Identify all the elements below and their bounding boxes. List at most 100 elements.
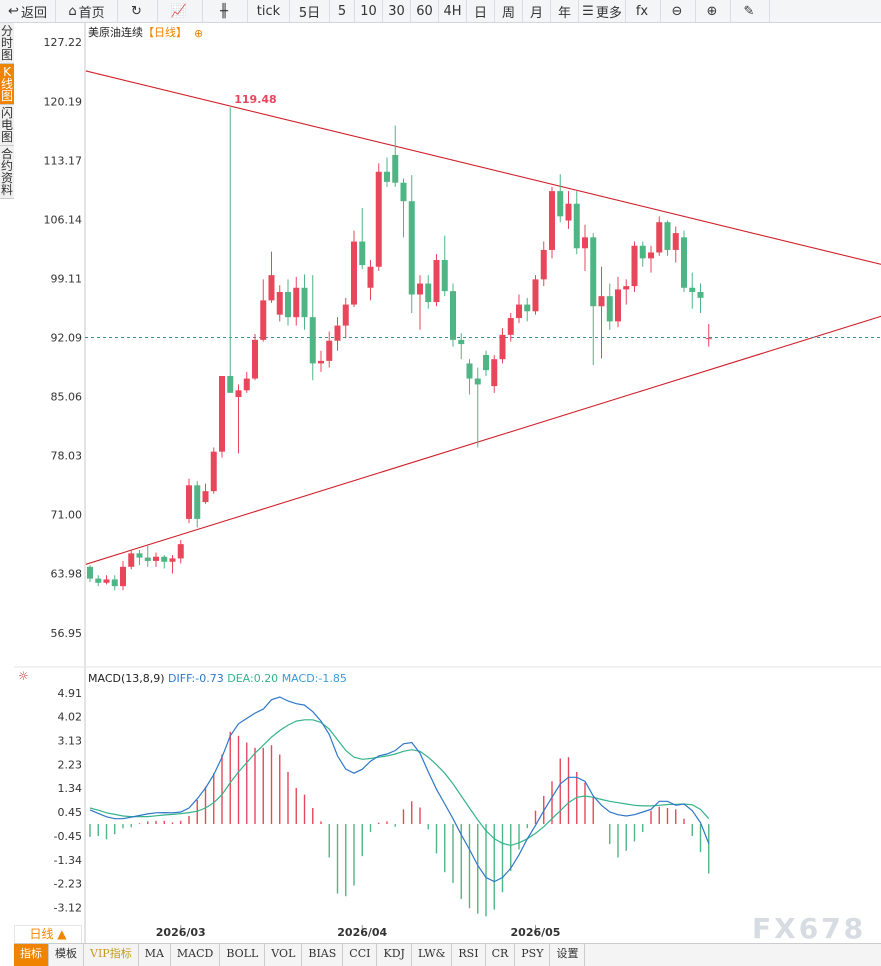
indicator-tab-14[interactable]: 设置: [550, 944, 586, 966]
y-tick-label: 56.95: [51, 627, 83, 640]
indicator-tabs: 指标 模板 VIP指标 MA MACD BOLL VOL BIAS CCI KDJ LW& RSI CR…: [14, 943, 881, 966]
toolbar-button-14[interactable]: 月: [523, 0, 551, 22]
toolbar-button-6[interactable]: 5日: [290, 0, 330, 22]
candle: [235, 384, 242, 454]
period-selector[interactable]: 日线 ▲: [14, 925, 82, 944]
candle-body: [384, 171, 390, 182]
candle: [557, 174, 564, 223]
toolbar-button-3[interactable]: 📈: [158, 0, 203, 22]
toolbar-button-8[interactable]: 10: [355, 0, 383, 22]
toolbar-button-4[interactable]: ╫: [203, 0, 248, 22]
candle-body: [342, 304, 349, 326]
chart-area[interactable]: 127.22 120.19 113.17 106.14 99.11 92.09 85.06 7…: [14, 23, 881, 943]
toolbar-button-20[interactable]: ✎: [731, 0, 770, 22]
y-tick-label: 85.06: [51, 391, 83, 404]
candle-body: [557, 191, 564, 217]
indicator-tab-0[interactable]: 指标: [14, 944, 49, 966]
candle: [309, 275, 316, 381]
macd-y-tick-label: -3.12: [54, 901, 82, 914]
candle-body: [210, 451, 217, 492]
toolbar-button-15[interactable]: 年: [551, 0, 579, 22]
indicator-tab-2[interactable]: VIP指标: [84, 944, 139, 966]
indicator-tab-6[interactable]: VOL: [265, 944, 303, 966]
indicator-tab-8[interactable]: CCI: [343, 944, 378, 966]
chart-title: 美原油连续【日线】: [88, 25, 187, 39]
toolbar-button-0[interactable]: ↩ 返回: [0, 0, 56, 22]
toolbar-button-13[interactable]: 周: [495, 0, 523, 22]
candle-body: [326, 340, 333, 361]
indicator-tab-13[interactable]: PSY: [515, 944, 551, 966]
candle: [433, 254, 440, 307]
candle: [400, 178, 407, 238]
candle: [136, 550, 143, 566]
side-tab-0[interactable]: 分时图: [0, 23, 14, 64]
toolbar-button-2[interactable]: ↻: [118, 0, 158, 22]
candle: [186, 478, 192, 524]
indicator-tab-1[interactable]: 模板: [49, 944, 84, 966]
toolbar-label: 30: [388, 3, 405, 19]
toolbar-button-1[interactable]: ⌂ 首页: [56, 0, 118, 22]
candle: [161, 555, 168, 569]
toolbar-button-16[interactable]: ☰ 更多: [579, 0, 626, 22]
candle-body: [202, 491, 209, 503]
macd-y-tick-label: 3.13: [58, 734, 83, 747]
toolbar-button-9[interactable]: 30: [383, 0, 411, 22]
candle: [375, 163, 382, 271]
y-tick-label: 92.09: [51, 331, 83, 344]
pencil-icon: ✎: [743, 3, 755, 19]
toolbar-label: 日: [473, 5, 487, 21]
y-tick-label: 63.98: [51, 568, 83, 581]
candle-body: [169, 558, 176, 562]
toolbar-button-11[interactable]: 4H: [439, 0, 467, 22]
toolbar-button-7[interactable]: 5: [330, 0, 355, 22]
candle: [516, 294, 522, 324]
toolbar-label: 更多: [595, 5, 622, 21]
macd-diff: DIFF:-0.73: [168, 672, 227, 685]
toolbar-button-5[interactable]: tick: [248, 0, 290, 22]
indicator-tab-10[interactable]: LW&: [412, 944, 453, 966]
indicator-settings-icon: ☼: [18, 669, 29, 683]
candle-body: [367, 266, 374, 288]
candle: [351, 230, 357, 308]
candle: [656, 216, 663, 256]
chart-title-name: 美原油连续: [88, 25, 143, 39]
toolbar-button-18[interactable]: ⊖: [661, 0, 696, 22]
toolbar-button-19[interactable]: ⊕: [696, 0, 731, 22]
dea-line: [89, 719, 710, 847]
indicator-tab-11[interactable]: RSI: [452, 944, 486, 966]
candle-body: [243, 378, 250, 391]
candle: [318, 350, 324, 372]
side-tab-3[interactable]: 合约资料: [0, 146, 14, 199]
toolbar-button-17[interactable]: fx: [626, 0, 661, 22]
back-arrow-icon: ↩: [8, 3, 19, 19]
candle: [705, 323, 712, 347]
toolbar-button-10[interactable]: 60: [411, 0, 439, 22]
candle: [392, 125, 399, 187]
watermark: FX678: [752, 912, 867, 945]
indicator-tab-3[interactable]: MA: [139, 944, 171, 966]
candle: [623, 279, 630, 305]
toolbar-button-12[interactable]: 日: [467, 0, 495, 22]
candle-body: [697, 291, 704, 298]
indicator-tab-12[interactable]: CR: [486, 944, 516, 966]
y-tick-label: 120.19: [44, 95, 83, 108]
indicator-tab-4[interactable]: MACD: [171, 944, 221, 966]
indicator-tab-9[interactable]: KDJ: [377, 944, 412, 966]
toolbar-label: 首页: [78, 5, 105, 21]
candle: [334, 317, 341, 351]
candle: [359, 207, 366, 270]
fx-icon: fx: [635, 3, 649, 19]
candle-body: [450, 291, 456, 340]
candle: [573, 191, 580, 255]
indicator-tab-5[interactable]: BOLL: [220, 944, 266, 966]
candle-body: [268, 275, 275, 301]
side-tab-2[interactable]: 闪电图: [0, 105, 14, 146]
indicator-tab-7[interactable]: BIAS: [302, 944, 344, 966]
settings-gear-icon: ⊕: [194, 27, 203, 40]
candle: [549, 186, 555, 259]
candle-body: [516, 304, 522, 319]
macd-legend: MACD(13,8,9) DIFF:-0.73 DEA:0.20 MACD:-1…: [88, 672, 347, 685]
candle: [450, 283, 456, 347]
toolbar-label: 60: [416, 3, 433, 19]
